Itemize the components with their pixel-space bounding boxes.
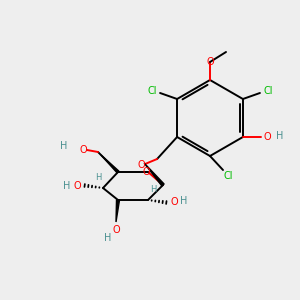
Text: Cl: Cl — [223, 171, 233, 181]
Text: H: H — [60, 141, 68, 151]
Text: H: H — [276, 131, 284, 141]
Text: H: H — [104, 233, 112, 243]
Text: Cl: Cl — [147, 86, 157, 96]
Polygon shape — [144, 163, 164, 186]
Text: H: H — [180, 196, 188, 206]
Text: O: O — [79, 145, 87, 155]
Text: O: O — [112, 225, 120, 235]
Polygon shape — [101, 155, 119, 173]
Text: O: O — [142, 167, 150, 177]
Text: O: O — [170, 197, 178, 207]
Text: H: H — [95, 173, 101, 182]
Text: Cl: Cl — [263, 86, 273, 96]
Text: O: O — [263, 132, 271, 142]
Text: O: O — [137, 160, 145, 170]
Text: H: H — [150, 185, 156, 194]
Text: O: O — [206, 57, 214, 67]
Polygon shape — [116, 200, 119, 222]
Text: O: O — [73, 181, 81, 191]
Text: H: H — [63, 181, 71, 191]
